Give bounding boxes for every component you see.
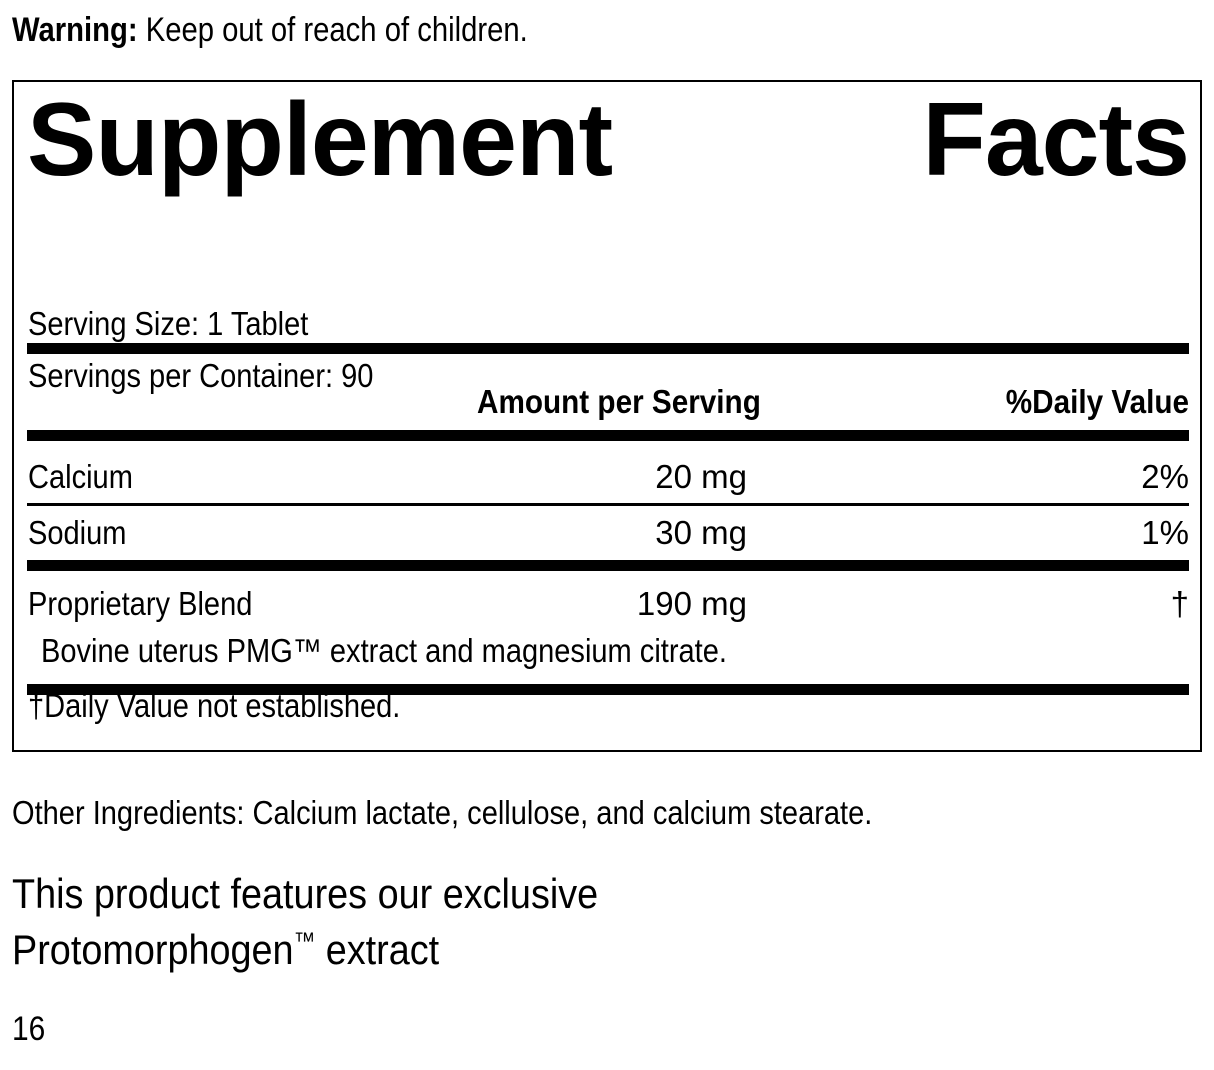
- servings-per-container-line: Servings per Container: 90: [28, 357, 374, 394]
- feature-statement: This product features our exclusive Prot…: [12, 866, 912, 978]
- nutrient-amount: 30 mg: [655, 514, 747, 551]
- supplement-facts-inner: Supplement Facts Serving Size: 1 Tablet …: [27, 82, 1190, 750]
- rule-above-footnote: [27, 684, 1189, 695]
- nutrient-name: Proprietary Blend: [28, 585, 253, 622]
- panel-title-word-supplement: Supplement: [27, 82, 613, 198]
- rule-above-column-headers: [27, 343, 1189, 354]
- warning-label: Warning:: [12, 11, 138, 49]
- serving-size-line: Serving Size: 1 Tablet: [28, 305, 309, 342]
- feature-brand-name: Protomorphogen: [12, 926, 294, 973]
- other-ingredients-line: Other Ingredients: Calcium lactate, cell…: [12, 794, 873, 831]
- nutrient-daily-value: 2%: [1141, 458, 1189, 495]
- warning-line: Warning: Keep out of reach of children.: [12, 8, 528, 52]
- proprietary-blend-detail: Bovine uterus PMG™ extract and magnesium…: [41, 632, 727, 669]
- rule-between-calcium-and-sodium: [27, 503, 1189, 506]
- table-row: Sodium 30 mg 1%: [27, 507, 1189, 559]
- table-row: Calcium 20 mg 2%: [27, 451, 1189, 503]
- panel-title: Supplement Facts: [27, 82, 1190, 198]
- trademark-icon: ™: [293, 928, 316, 955]
- column-header-daily-value: %Daily Value: [1005, 383, 1189, 420]
- daily-value-footnote: †Daily Value not established.: [28, 687, 401, 724]
- nutrient-daily-value: 1%: [1141, 514, 1189, 551]
- supplement-facts-panel: Supplement Facts Serving Size: 1 Tablet …: [12, 80, 1202, 752]
- feature-line-1: This product features our exclusive: [12, 870, 599, 917]
- nutrient-name: Calcium: [28, 458, 133, 495]
- nutrient-daily-value: †: [1170, 585, 1189, 622]
- rule-below-column-headers: [27, 430, 1189, 441]
- panel-title-word-facts: Facts: [922, 82, 1190, 198]
- rule-above-proprietary-blend: [27, 560, 1189, 571]
- feature-line-2-suffix: extract: [315, 926, 440, 973]
- table-header-row: Amount per Serving %Daily Value: [27, 376, 1189, 428]
- nutrient-amount: 190 mg: [636, 585, 747, 622]
- nutrient-name: Sodium: [28, 514, 127, 551]
- column-header-amount-per-serving: Amount per Serving: [477, 383, 761, 420]
- warning-text: Keep out of reach of children.: [145, 11, 528, 49]
- page-number: 16: [12, 1010, 46, 1048]
- nutrient-amount: 20 mg: [655, 458, 747, 495]
- table-row: Proprietary Blend 190 mg †: [27, 578, 1189, 630]
